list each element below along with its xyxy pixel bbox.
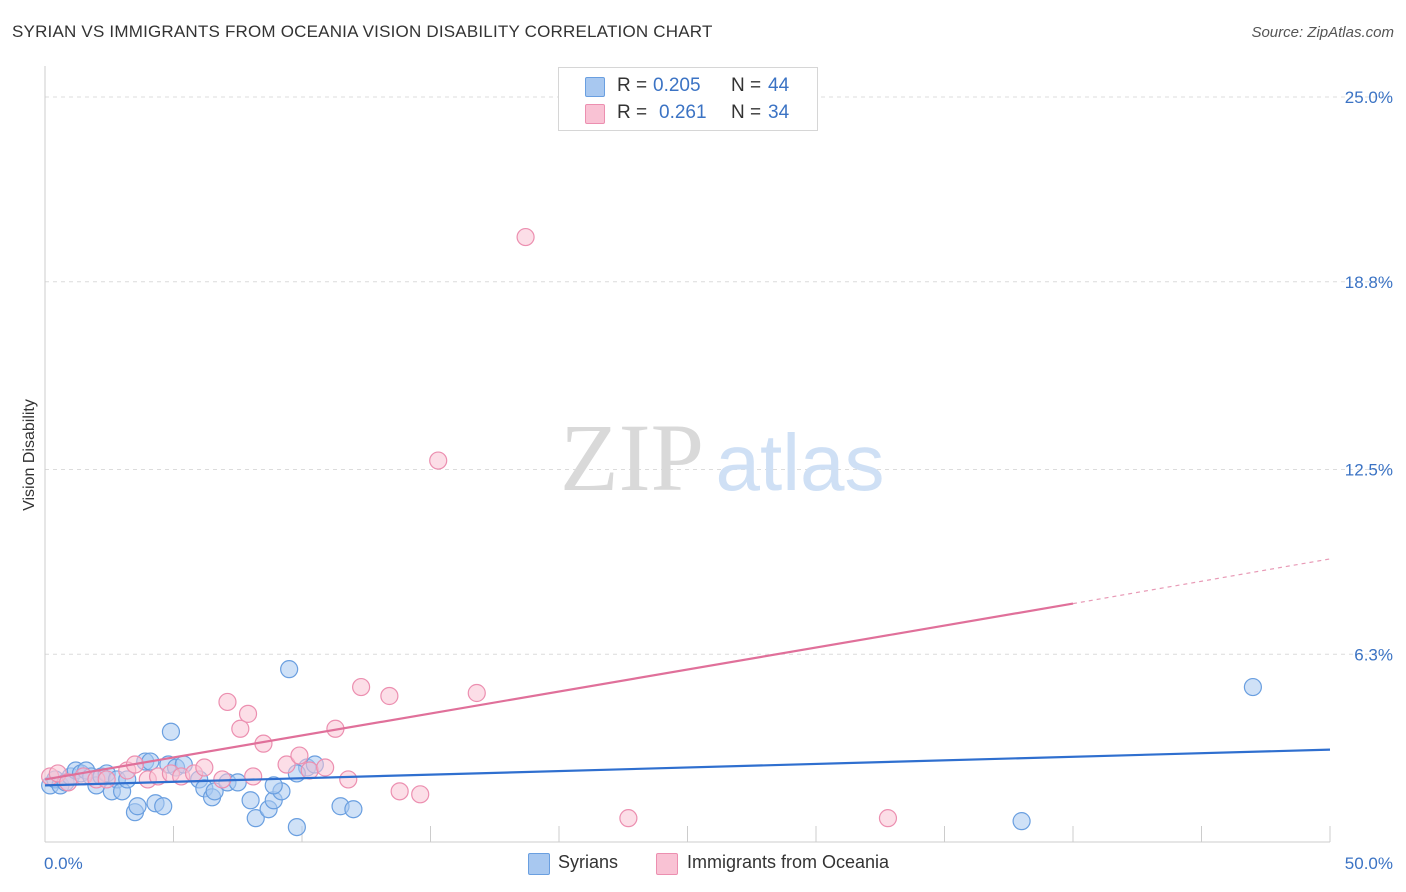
chart-title: SYRIAN VS IMMIGRANTS FROM OCEANIA VISION… xyxy=(12,22,713,41)
oceania-point xyxy=(390,782,409,801)
syrians-point xyxy=(128,797,147,816)
tick-labels: 6.3% 12.5% 18.8% 25.0% 0.0% 50.0% xyxy=(44,88,1393,873)
legend-r-value: 0.205 xyxy=(653,75,701,96)
x-tick-label: 0.0% xyxy=(44,854,83,873)
trend-lines xyxy=(44,558,1331,787)
legend-r-label: R = xyxy=(617,102,648,123)
oceania-point xyxy=(277,755,296,774)
oceania-trend-line xyxy=(44,602,1074,781)
y-tick-label: 12.5% xyxy=(1345,461,1393,480)
axes xyxy=(44,66,1331,843)
oceania-point xyxy=(516,227,535,247)
oceania-point xyxy=(316,758,335,777)
syrians-point xyxy=(161,722,181,741)
y-tick-label: 25.0% xyxy=(1345,88,1393,107)
oceania-point xyxy=(59,773,78,792)
syrians-trend-line xyxy=(44,748,1331,787)
syrians-point xyxy=(264,776,283,795)
syrians-point xyxy=(280,660,299,679)
oceania-point xyxy=(380,686,399,706)
y-tick-label: 6.3% xyxy=(1354,645,1393,664)
bottom-legend-label-syrians: Syrians xyxy=(558,852,619,872)
legend-swatch-syrians xyxy=(585,77,605,97)
oceania-point xyxy=(97,770,116,789)
syrians-point xyxy=(1012,812,1031,831)
oceania-point xyxy=(238,704,258,723)
oceania-point xyxy=(218,692,237,712)
bottom-legend-swatch-oceania xyxy=(656,853,678,875)
watermark-atlas: atlas xyxy=(716,418,885,507)
y-axis-label: Vision Disability xyxy=(21,399,38,511)
oceania-point xyxy=(290,746,309,765)
x-tick-label: 50.0% xyxy=(1345,854,1393,873)
syrians-point xyxy=(241,791,260,810)
oceania-trend-extension xyxy=(1072,558,1331,605)
source-label: Source: ZipAtlas.com xyxy=(1251,24,1394,41)
syrians-point xyxy=(287,817,306,837)
oceania-point xyxy=(878,809,898,828)
oceania-point xyxy=(352,677,371,697)
legend-swatch-oceania xyxy=(585,104,605,124)
oceania-point xyxy=(411,785,430,804)
legend-n-value: 34 xyxy=(768,102,790,123)
oceania-point xyxy=(467,683,486,703)
bottom-legend-label-oceania: Immigrants from Oceania xyxy=(687,852,890,872)
oceania-point xyxy=(244,767,263,786)
oceania-point xyxy=(429,451,448,470)
syrians-point xyxy=(228,773,247,792)
legend: R = 0.205 N = 44 R = 0.261 N = 34 xyxy=(558,67,818,131)
watermark: ZIP atlas xyxy=(560,404,884,511)
legend-n-label: N = xyxy=(731,102,762,123)
oceania-point xyxy=(231,719,250,738)
oceania-point xyxy=(195,758,214,777)
oceania-point xyxy=(300,761,319,780)
oceania-point xyxy=(619,809,638,828)
syrians-point xyxy=(154,797,173,816)
bottom-legend-swatch-syrians xyxy=(528,853,550,875)
oceania-point xyxy=(339,770,358,789)
syrians-point xyxy=(344,800,363,819)
syrians-point xyxy=(1243,677,1263,697)
watermark-zip: ZIP xyxy=(560,404,704,511)
legend-r-value: 0.261 xyxy=(659,102,707,123)
syrians-point xyxy=(246,809,265,828)
y-tick-label: 18.8% xyxy=(1345,273,1393,292)
data-points xyxy=(41,227,1263,837)
legend-n-value: 44 xyxy=(768,75,790,96)
grid-lines xyxy=(45,96,1390,655)
legend-r-label: R = xyxy=(617,75,648,96)
legend-n-label: N = xyxy=(731,75,762,96)
